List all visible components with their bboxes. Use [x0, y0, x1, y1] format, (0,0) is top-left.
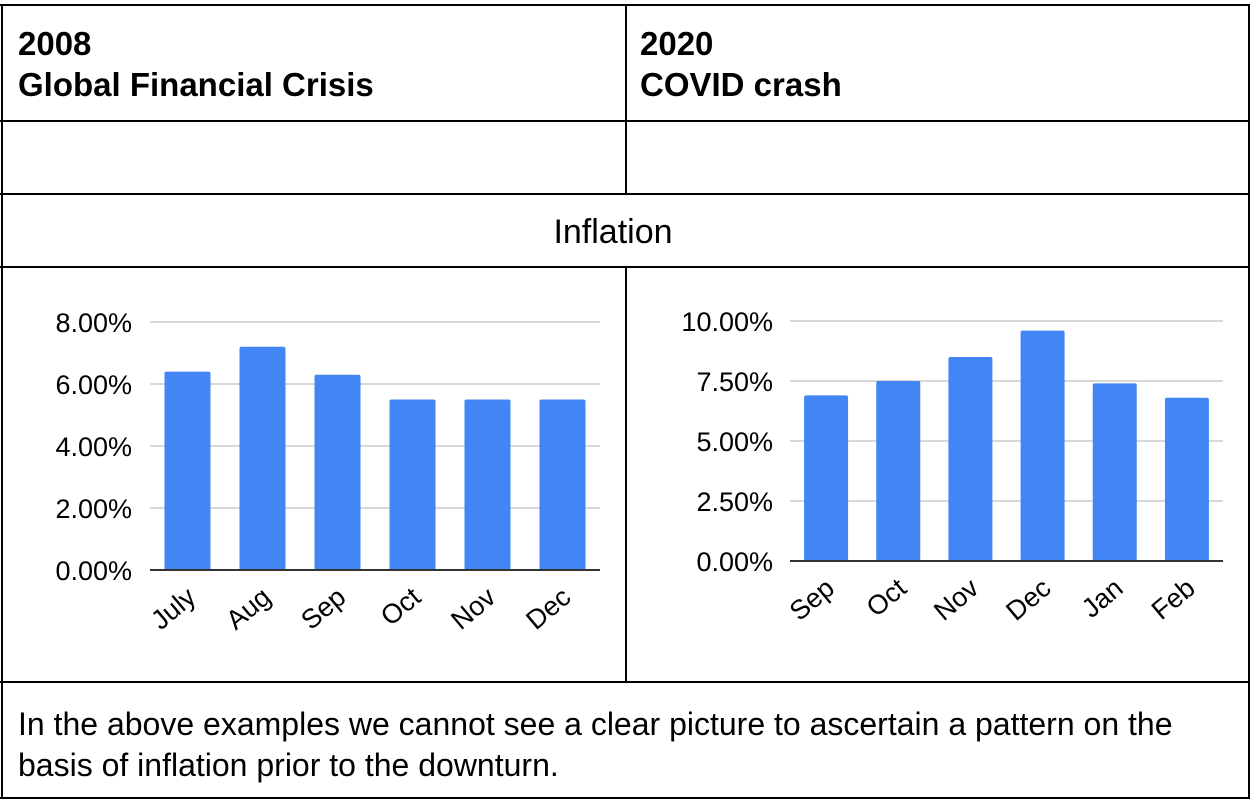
x-tick-label: Oct [375, 581, 427, 631]
bar-nov [948, 357, 993, 561]
chart-2008-inflation: 0.00% 2.00% 4.00% 6.00% 8.00% July Aug Sep Oct No… [55, 308, 600, 636]
x-tick-label: Nov [928, 572, 984, 626]
table-border-left [1, 4, 3, 799]
column-divider [625, 4, 627, 195]
header-left: 2008 Global Financial Crisis [18, 23, 374, 105]
x-tick-label: Dec [520, 582, 576, 636]
header-left-year: 2008 [18, 25, 92, 62]
x-tick-label: Sep [784, 573, 840, 627]
header-left-event: Global Financial Crisis [18, 66, 374, 103]
bar-oct [389, 399, 436, 570]
y-tick-label: 10.00% [681, 307, 773, 337]
bar-feb [1164, 397, 1209, 561]
bar-aug [239, 346, 286, 570]
y-tick-label: 4.00% [55, 432, 132, 462]
y-tick-label: 0.00% [55, 556, 132, 586]
bar-nov [464, 399, 511, 570]
section-title: Inflation [553, 213, 673, 251]
x-tick-label: Sep [295, 582, 351, 636]
y-tick-label: 0.00% [696, 547, 773, 577]
header-right-event: COVID crash [640, 66, 842, 103]
column-divider [625, 266, 627, 683]
x-tick-label: Feb [1146, 573, 1201, 626]
x-tick-label: Jan [1076, 573, 1129, 624]
header-right-year: 2020 [640, 25, 714, 62]
x-tick-label: Aug [220, 582, 276, 636]
y-tick-label: 6.00% [55, 370, 132, 400]
bar-july [164, 371, 211, 570]
conclusion-note: In the above examples we cannot see a cl… [18, 706, 1173, 783]
table-border-bottom [0, 797, 1250, 799]
y-tick-label: 7.50% [696, 367, 773, 397]
x-tick-label: Nov [445, 581, 501, 635]
chart-2020-inflation: 0.00% 2.50% 5.00% 7.50% 10.00% Sep Oct Nov Dec Ja… [681, 307, 1223, 627]
x-tick-label: Dec [1000, 573, 1056, 627]
x-tick-label: July [145, 581, 201, 635]
y-tick-label: 8.00% [55, 308, 132, 338]
x-tick-label: Oct [861, 572, 913, 622]
bar-oct [876, 381, 921, 561]
table-border-right [1248, 4, 1250, 799]
bar-jan [1092, 383, 1137, 561]
y-tick-label: 2.50% [696, 487, 773, 517]
y-tick-label: 5.00% [696, 427, 773, 457]
y-tick-label: 2.00% [55, 494, 132, 524]
bar-sep [804, 395, 849, 561]
bar-sep [314, 374, 361, 570]
bar-dec [1020, 330, 1065, 561]
header-right: 2020 COVID crash [640, 23, 842, 105]
bar-dec [539, 399, 586, 570]
